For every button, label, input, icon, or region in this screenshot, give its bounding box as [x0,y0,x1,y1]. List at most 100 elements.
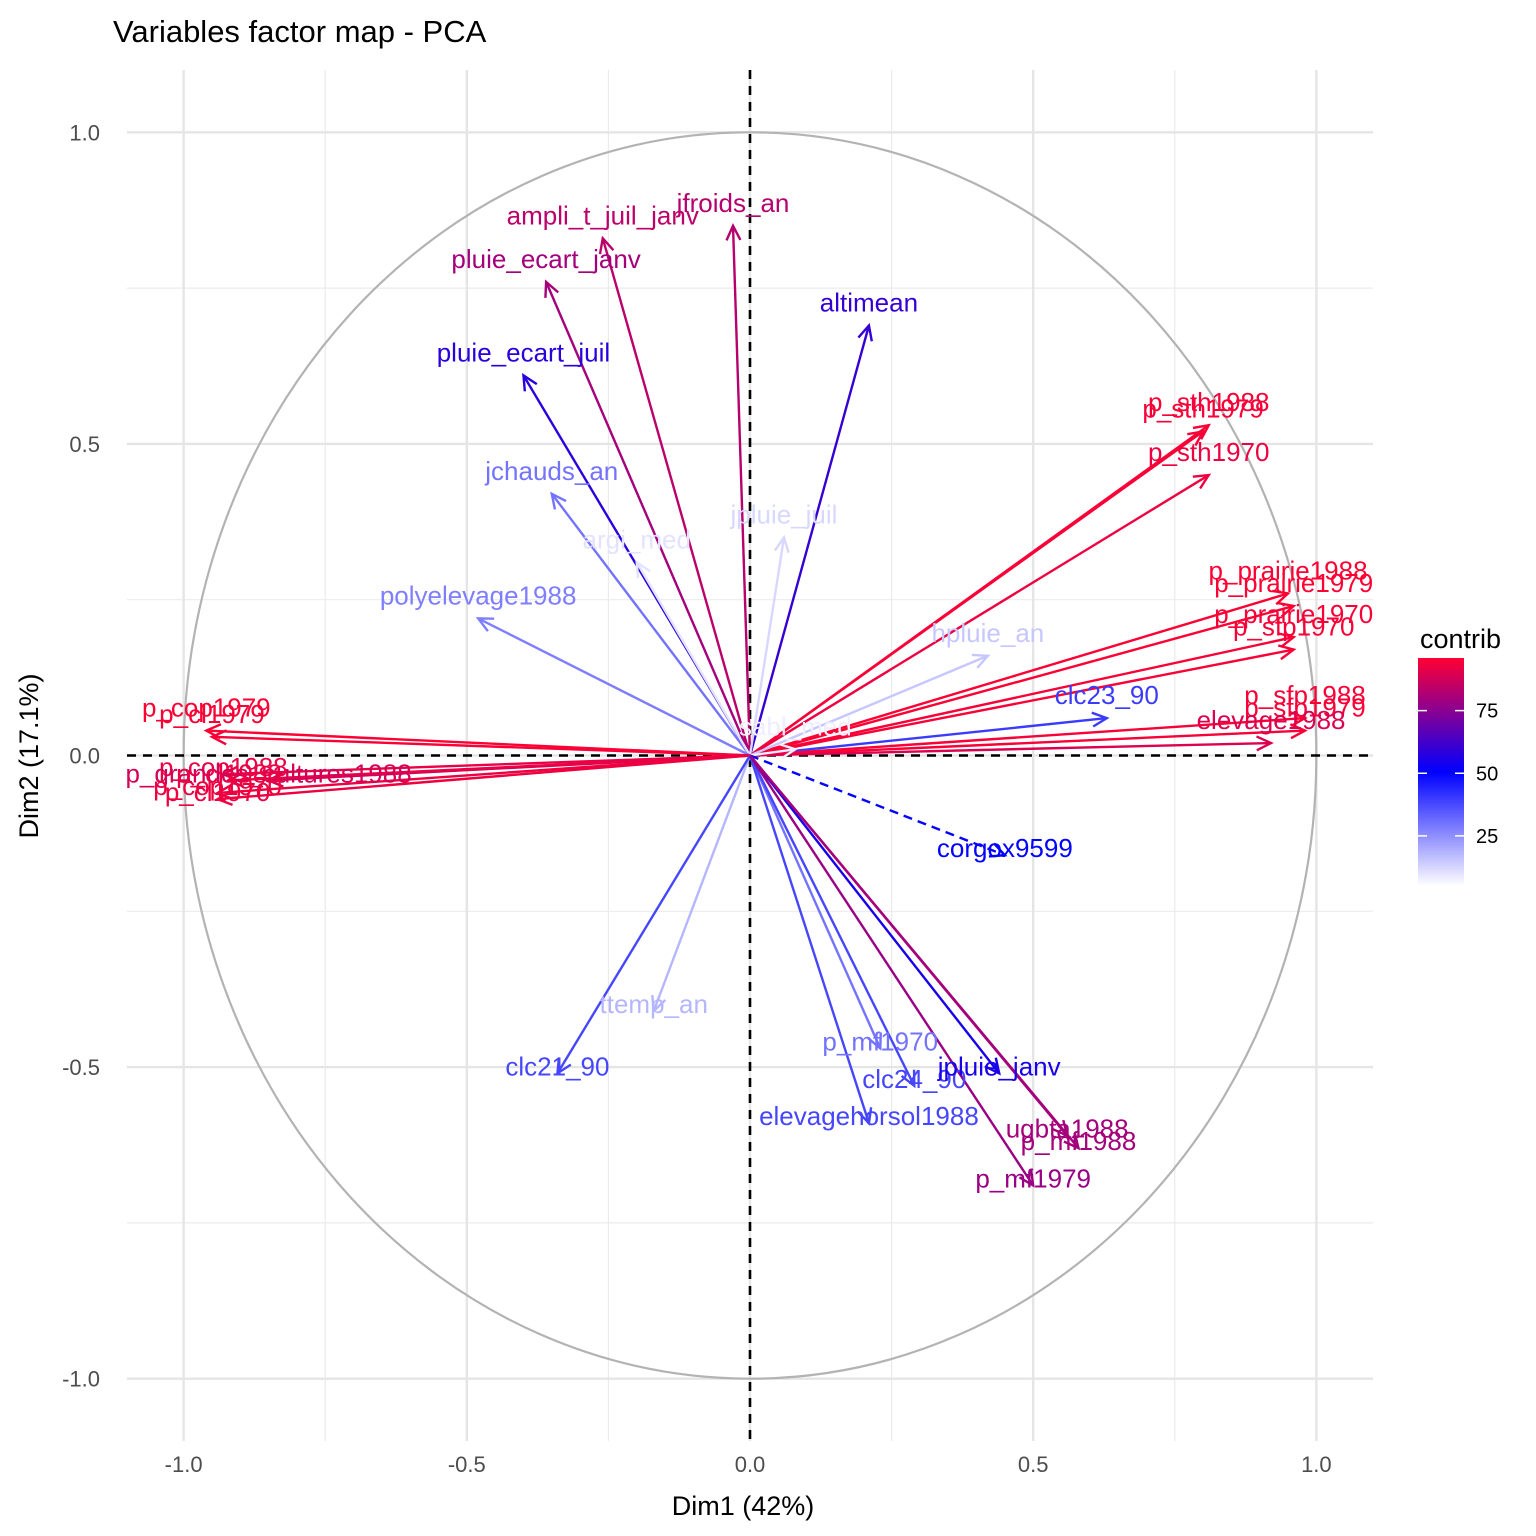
arrow-p_sfp1979 [749,723,1308,757]
legend-tick-label: 75 [1476,701,1498,723]
arrow-shaft [749,654,989,757]
arrow-argi_med [635,559,752,757]
variable-label: ugbta1988 [1006,1114,1129,1144]
arrow-p_mf1979 [748,754,1035,1188]
arrow-head [1255,735,1274,752]
variable-arrows [203,223,1308,1188]
arrow-pluie_ecart_janv [544,279,752,756]
variable-label: argi_med [583,524,691,554]
arrow-head [635,559,651,579]
arrow-elevagehorsol1988 [748,755,873,1126]
legend-tick-label: 25 [1476,826,1498,848]
arrow-head [1018,1169,1035,1188]
arrow-head [1277,601,1297,618]
arrow-shaft [749,592,1289,757]
variable-label: clc21_90 [505,1051,609,1081]
arrow-head [1289,723,1308,740]
arrow-head [1289,711,1308,728]
y-tick-label: -0.5 [62,1055,100,1080]
chart-title: Variables factor map - PCA [113,14,487,49]
arrow-shaft [749,741,1272,757]
arrow-corgox9599 [749,754,1008,858]
arrow-elevage1988 [749,735,1274,757]
arrow-hpluie_an [749,653,991,757]
arrow-head [1187,429,1206,447]
arrow-clc21_90 [556,754,752,1076]
variable-label: p_sfp1970 [1233,612,1354,642]
arrow-head [1277,632,1297,648]
variable-label: pluie_ecart_juil [437,337,610,367]
arrow-clc23_90 [749,711,1110,757]
arrow-head [725,223,742,241]
variable-label: p_mf1979 [975,1163,1091,1193]
arrow-head [651,994,667,1014]
arrow-shaft [652,755,752,1012]
arrow-jfroids_an [725,223,752,756]
arrow-shaft [749,635,1294,757]
arrow-p_prairie1988 [749,589,1291,757]
variable-label: p_cop1979 [142,693,271,723]
arrow-shaft [749,474,1210,757]
legend-tick-label: 50 [1476,763,1498,785]
arrow-shaft [749,754,1080,1149]
arrow-clc24_90 [748,754,916,1089]
arrow-polyelevage1988 [475,617,751,757]
variable-label: clc23_90 [1055,680,1159,710]
variable-label: jpluie_janv [937,1051,1061,1081]
variable-label: clc24_90 [862,1064,966,1094]
y-tick-label: 0.0 [69,744,100,769]
arrow-shaft [749,754,1006,857]
arrow-shaft [748,755,882,1049]
arrow-head [522,372,538,392]
arrow-jpluie_janv [749,754,1001,1076]
arrow-p_mf1970 [748,755,882,1051]
arrow-head [1063,1132,1081,1151]
arrow-shaft [635,561,752,757]
x-tick-label: -1.0 [165,1452,203,1477]
legend-title: contrib [1420,624,1501,654]
arrow-shaft [748,754,1035,1187]
variable-label: ampli_t_juil_janv [507,200,699,230]
arrow-shaft [748,325,871,756]
variable-label: p_cop1970 [153,771,282,801]
variable-label: p_cl1979 [159,699,265,729]
arrow-shaft [545,281,752,756]
variable-label: pluie_ecart_janv [451,244,640,274]
arrow-shaft [556,754,752,1074]
x-tick-label: 0.0 [735,1452,766,1477]
arrow-head [475,617,495,632]
variable-label: polyelevage1988 [380,580,577,610]
variable-label: p_prairie1988 [1209,555,1368,585]
arrow-p_prairie1979 [749,601,1297,757]
arrow-p_sth1970 [749,473,1212,757]
variable-label: hpluie_an [931,618,1044,648]
arrow-shaft [211,735,751,757]
contrib-legend: contrib 25 50 75 [1418,624,1501,886]
arrow-p_cl1988 [226,754,751,788]
arrow-head [214,789,233,807]
arrow-head [1192,423,1211,440]
arrow-ampli_t_juil_janv [598,235,752,756]
arrow-shaft [748,754,916,1087]
variable-label: p_sth1970 [1148,437,1269,467]
y-axis-title: Dim2 (17.1%) [14,673,44,838]
variable-label: elevagehorsol1988 [759,1101,979,1131]
arrow-p_sth1979 [749,429,1206,757]
arrow-head [226,771,245,788]
arrow-head [550,491,567,510]
arrow-p_cl1979 [209,729,751,757]
variable-label: jpluie_juil [729,499,837,529]
arrow-head [214,783,233,800]
x-tick-label: -0.5 [448,1452,486,1477]
arrow-head [867,1032,882,1051]
arrow-shaft [749,430,1204,757]
variable-label: altimean [820,288,918,318]
arrow-head [779,743,799,760]
arrow-shaft [601,237,752,756]
legend-ticks: 25 50 75 [1418,701,1498,848]
arrow-head [900,1069,916,1089]
arrow-shaft [731,225,752,756]
arrow-head [1091,711,1110,728]
arrow-shaft [748,755,871,1124]
